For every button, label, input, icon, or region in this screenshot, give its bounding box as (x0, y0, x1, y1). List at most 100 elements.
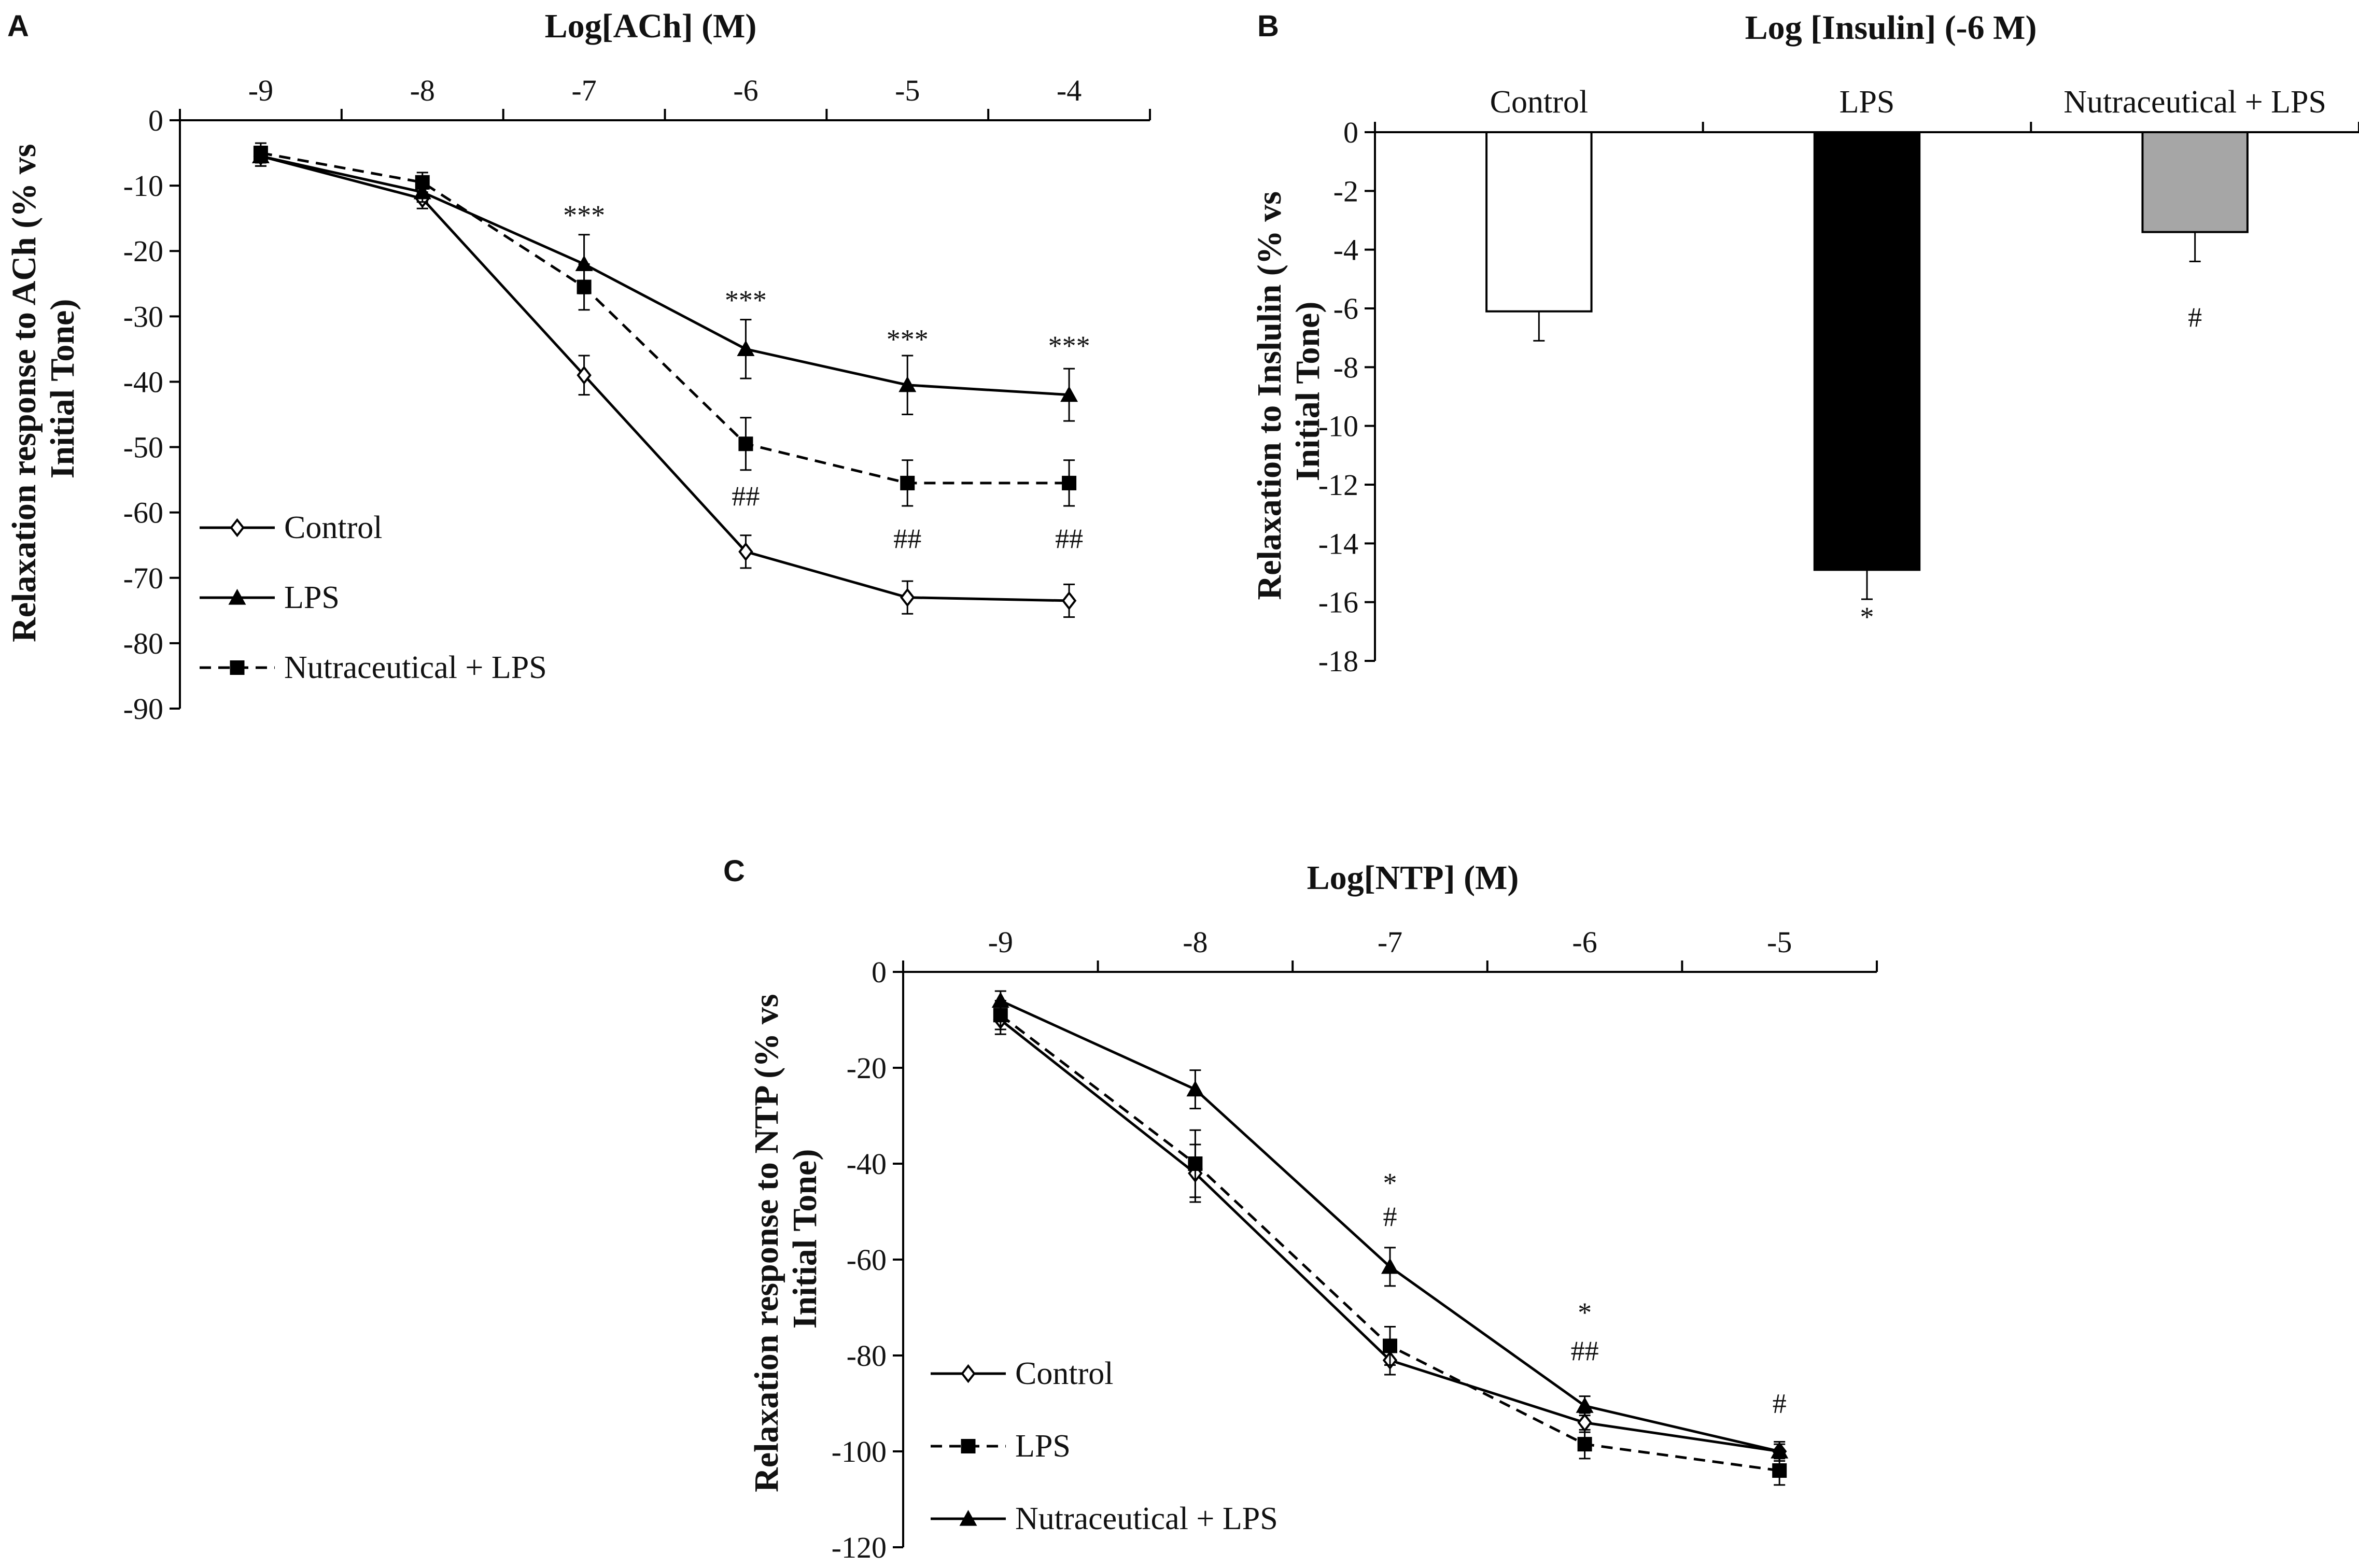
panel-b-bar-lps (1813, 131, 1921, 571)
panel-a-x-tick-label: -5 (895, 74, 920, 107)
panel-b-y-tick-label: 0 (1343, 116, 1358, 149)
panel-label-a: A (7, 9, 29, 43)
panel-a-point-nutraceutical-lps (738, 436, 753, 451)
panel-c-point-lps (1577, 1437, 1592, 1452)
panel-c-significance-mark: # (1773, 1388, 1787, 1419)
panel-c-legend-marker-lps (961, 1439, 976, 1453)
panel-b-bar-control (1485, 131, 1593, 313)
panel-c-point-nutraceutical-lps (1381, 1258, 1399, 1274)
panel-c-point-nutraceutical-lps (991, 992, 1009, 1008)
panel-a-point-nutraceutical-lps (1062, 475, 1077, 490)
panel-a-point-control (900, 588, 915, 607)
panel-a-y-axis-title-line1: Relaxation response to ACh (% vs (5, 144, 43, 642)
panel-b: B Log [Insulin] (-6 M) Relaxation to Ins… (1251, 9, 2359, 678)
panel-a-y-axis-title: Relaxation response to ACh (% vs Initial… (5, 135, 81, 642)
panel-a-legend-label-nutraceutical-lps: Nutraceutical + LPS (284, 650, 547, 685)
panel-a-legend-marker-nutraceutical-lps (230, 660, 245, 675)
panel-label-b: B (1257, 9, 1279, 43)
panel-a-point-nutraceutical-lps (900, 475, 915, 490)
panel-b-category-label-control: Control (1490, 84, 1588, 120)
panel-c-legend-label-control: Control (1015, 1356, 1113, 1391)
panel-b-y-tick-label: -2 (1333, 174, 1358, 208)
panel-a-x-tick-label: -6 (733, 74, 758, 107)
panel-a-significance-mark: ## (732, 481, 760, 512)
panel-a-y-tick-label: -50 (123, 431, 163, 464)
panel-a-legend: Control LPS Nutraceutical + LPS (200, 510, 547, 685)
panel-a-x-tick-label: -9 (248, 74, 273, 107)
panel-b-y-axis-title: Relaxation to Inslulin (% vs Initial Ton… (1251, 183, 1327, 600)
panel-a-y-tick-label: -40 (123, 365, 163, 399)
panel-c-point-lps (1772, 1463, 1787, 1478)
panel-c-point-lps (1188, 1156, 1203, 1171)
panel-c-significance-mark: * (1383, 1167, 1397, 1198)
panel-a-legend-marker-control (230, 518, 245, 538)
panel-c-y-tick-label: -80 (847, 1339, 887, 1373)
panel-a-x-axis-title: Log[ACh] (M) (545, 7, 757, 45)
panel-b-y-axis-title-line1: Relaxation to Inslulin (% vs (1251, 191, 1288, 600)
panel-a-significance-mark: *** (725, 285, 767, 316)
panel-b-significance-mark: # (2188, 302, 2202, 333)
panel-c-legend: Control LPS Nutraceutical + LPS (931, 1356, 1278, 1536)
panel-b-y-tick-label: -10 (1318, 409, 1358, 443)
panel-c-x-tick-label: -8 (1183, 925, 1207, 959)
panel-c-y-axis-title-line1: Relaxation response to NTP (% vs (748, 994, 785, 1492)
panel-a-point-lps (898, 376, 917, 392)
panel-a-x-tick-label: -8 (410, 74, 435, 107)
panel-c-y-axis-title: Relaxation response to NTP (% vs Initial… (748, 985, 824, 1492)
panel-c: C Log[NTP] (M) Relaxation response to NT… (723, 854, 1878, 1564)
panel-c-point-lps (1383, 1338, 1397, 1353)
panel-c-ticks: -9 -8 -7 -6 -5 0 -20 -40 -60 -80 -100 -120 (832, 925, 1878, 1564)
panel-label-c: C (723, 854, 745, 888)
panel-c-significance-mark: * (1578, 1297, 1592, 1328)
panel-a-x-tick-label: -7 (571, 74, 596, 107)
panel-a-legend-label-control: Control (284, 510, 382, 545)
panel-c-legend-marker-control (961, 1364, 976, 1383)
panel-b-bar-nutraceutical-lps (2141, 131, 2249, 233)
panel-c-legend-label-lps: LPS (1015, 1429, 1071, 1464)
panel-a-series-line-control (260, 154, 1070, 602)
panel-c-x-tick-label: -6 (1572, 925, 1597, 959)
panel-c-y-tick-label: -120 (832, 1531, 887, 1564)
panel-a-x-tick-label: -4 (1057, 74, 1082, 107)
panel-c-x-tick-label: -9 (988, 925, 1013, 959)
panel-b-significance-mark: * (1860, 601, 1874, 632)
panel-c-series-line-lps (1000, 1014, 1780, 1472)
panel-a-point-nutraceutical-lps (415, 175, 430, 190)
panel-a-point-lps (575, 255, 593, 272)
panel-a-point-lps (1060, 386, 1078, 402)
panel-a-legend-marker-lps (228, 589, 246, 605)
panel-b-y-tick-label: -16 (1318, 586, 1358, 619)
panel-c-point-nutraceutical-lps (1576, 1397, 1594, 1413)
panel-b-y-tick-label: -6 (1333, 292, 1358, 326)
panel-c-x-tick-label: -5 (1767, 925, 1792, 959)
panel-b-category-label-lps: LPS (1840, 84, 1895, 120)
panel-c-y-tick-label: -100 (832, 1435, 887, 1468)
panel-a-y-tick-label: -20 (123, 234, 163, 268)
panel-a-y-tick-label: -30 (123, 300, 163, 333)
panel-c-legend-marker-nutraceutical-lps (959, 1510, 977, 1526)
panel-a-annotations: *** *** *** *** ## ## ## (563, 200, 1090, 554)
panel-b-title: Log [Insulin] (-6 M) (1745, 9, 2037, 47)
panel-a-point-control (577, 365, 592, 385)
panel-a-significance-mark: *** (887, 323, 929, 355)
panel-c-x-axis-title: Log[NTP] (M) (1307, 859, 1519, 897)
panel-c-point-control (1577, 1413, 1592, 1432)
panel-a-significance-mark: ## (1055, 523, 1083, 554)
panel-c-point-nutraceutical-lps (1771, 1443, 1789, 1459)
panel-c-point-nutraceutical-lps (1186, 1080, 1204, 1097)
panel-c-legend-label-nutraceutical-lps: Nutraceutical + LPS (1015, 1501, 1278, 1536)
panel-c-y-tick-label: -60 (847, 1243, 887, 1277)
panel-c-y-tick-label: 0 (872, 955, 887, 989)
panel-a-point-control (1061, 591, 1077, 611)
panel-c-series-line-control (1000, 1019, 1780, 1453)
panel-c-series (991, 990, 1789, 1486)
panel-a-series (251, 142, 1078, 618)
panel-c-significance-mark: # (1383, 1201, 1397, 1232)
panel-a-legend-label-lps: LPS (284, 580, 340, 615)
panel-a: A Log[ACh] (M) Relaxation response to AC… (5, 7, 1151, 726)
panel-b-y-tick-label: -12 (1318, 468, 1358, 502)
panel-a-ticks: -9 -8 -7 -6 -5 -40-10-20-30-40-50-60-70-80-90 (123, 74, 1151, 726)
panel-a-y-tick-label: -90 (123, 692, 163, 726)
panel-a-significance-mark: *** (563, 200, 605, 231)
